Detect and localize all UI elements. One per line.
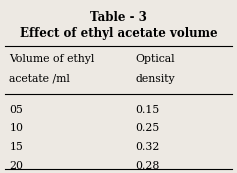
Text: Effect of ethyl acetate volume: Effect of ethyl acetate volume — [20, 27, 217, 40]
Text: 0.25: 0.25 — [135, 123, 159, 133]
Text: 10: 10 — [9, 123, 23, 133]
Text: density: density — [135, 74, 175, 84]
Text: Optical: Optical — [135, 54, 175, 65]
Text: 20: 20 — [9, 161, 23, 171]
Text: Table - 3: Table - 3 — [90, 11, 147, 24]
Text: 0.32: 0.32 — [135, 142, 160, 152]
Text: 05: 05 — [9, 105, 23, 115]
Text: Volume of ethyl: Volume of ethyl — [9, 54, 95, 65]
Text: 0.28: 0.28 — [135, 161, 160, 171]
Text: 0.15: 0.15 — [135, 105, 159, 115]
Text: acetate /ml: acetate /ml — [9, 74, 70, 84]
Text: 15: 15 — [9, 142, 23, 152]
